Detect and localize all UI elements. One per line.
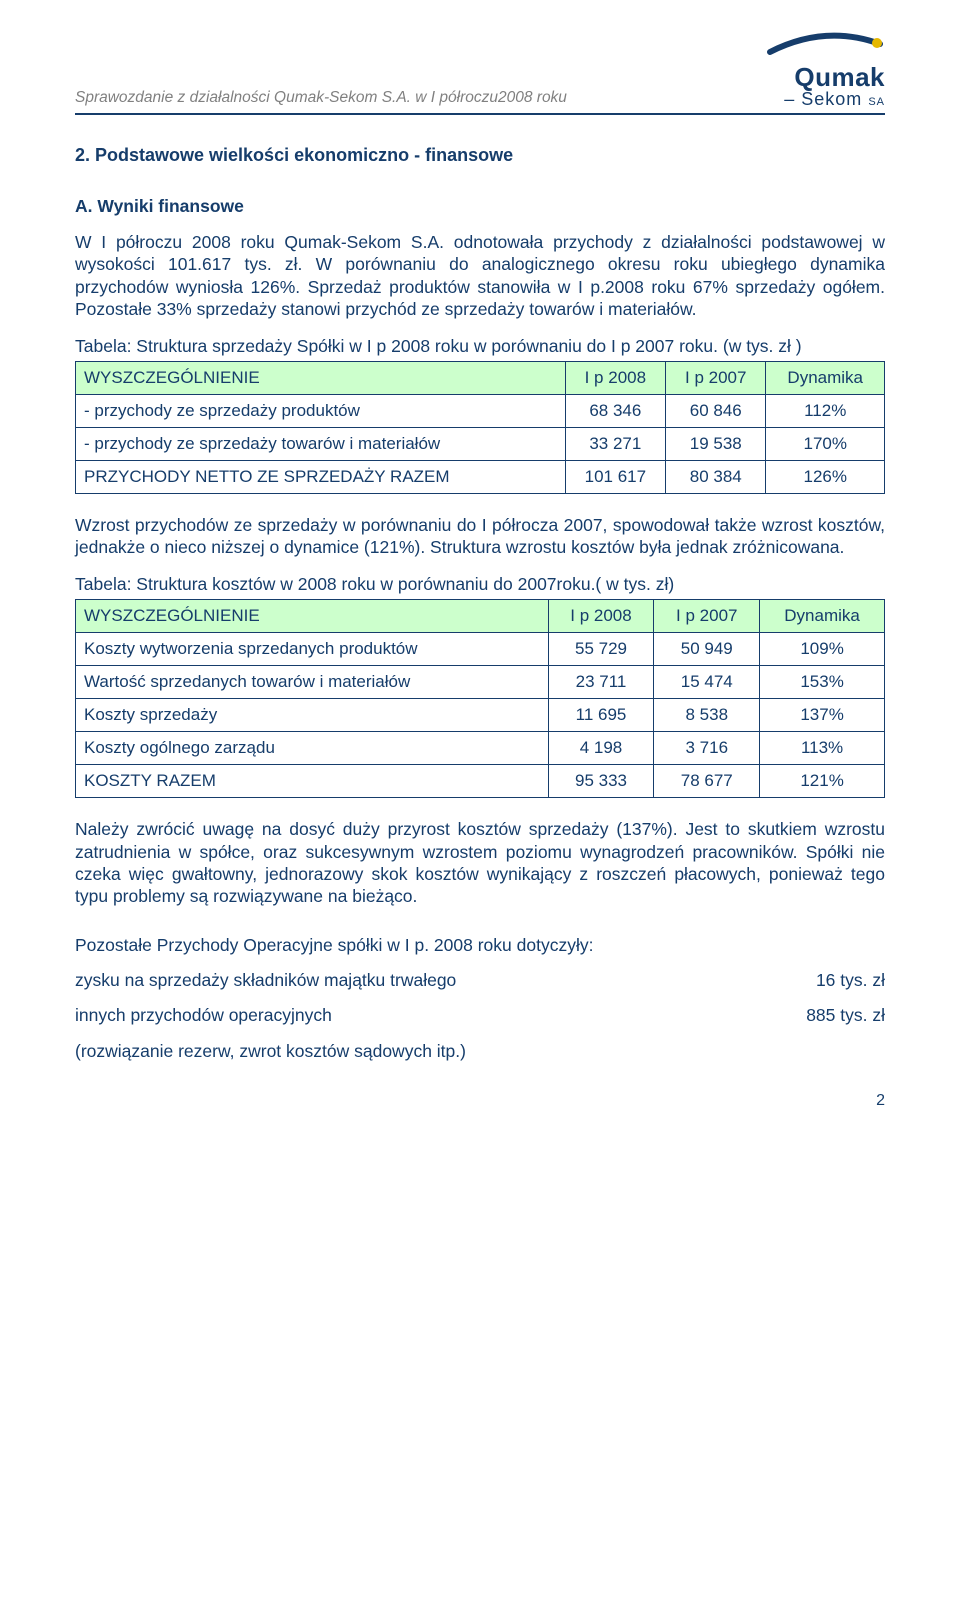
page-header: Sprawozdanie z działalności Qumak-Sekom … <box>75 30 885 109</box>
cell: 78 677 <box>654 765 760 798</box>
cell: KOSZTY RAZEM <box>76 765 549 798</box>
cell: 113% <box>760 732 885 765</box>
cell: 80 384 <box>666 460 766 493</box>
col-header: WYSZCZEGÓLNIENIE <box>76 600 549 633</box>
table1-caption: Tabela: Struktura sprzedaży Spółki w I p… <box>75 335 885 357</box>
cell: 101 617 <box>565 460 665 493</box>
table-row: Wartość sprzedanych towarów i materiałów… <box>76 666 885 699</box>
cell: 23 711 <box>548 666 654 699</box>
line-item-value: 885 tys. zł <box>806 1005 885 1026</box>
cell: - przychody ze sprzedaży towarów i mater… <box>76 427 566 460</box>
cell: Koszty sprzedaży <box>76 699 549 732</box>
col-header: Dynamika <box>766 361 885 394</box>
cell: 121% <box>760 765 885 798</box>
cell: 4 198 <box>548 732 654 765</box>
table-row: Koszty wytworzenia sprzedanych produktów… <box>76 633 885 666</box>
cell: 153% <box>760 666 885 699</box>
document-page: Sprawozdanie z działalności Qumak-Sekom … <box>0 0 960 1150</box>
cell: 8 538 <box>654 699 760 732</box>
cell: 109% <box>760 633 885 666</box>
cell: 60 846 <box>666 394 766 427</box>
cell: 137% <box>760 699 885 732</box>
col-header: I p 2007 <box>666 361 766 394</box>
cell: 126% <box>766 460 885 493</box>
line-item-label: zysku na sprzedaży składników majątku tr… <box>75 970 456 991</box>
table-row: Koszty sprzedaży 11 695 8 538 137% <box>76 699 885 732</box>
report-title: Sprawozdanie z działalności Qumak-Sekom … <box>75 89 567 109</box>
cell: 11 695 <box>548 699 654 732</box>
paragraph-3: Należy zwrócić uwagę na dosyć duży przyr… <box>75 818 885 908</box>
cell: 68 346 <box>565 394 665 427</box>
cell: 50 949 <box>654 633 760 666</box>
col-header: I p 2008 <box>565 361 665 394</box>
logo-sub: – Sekom SA <box>784 89 885 109</box>
logo-main: Qumak <box>794 62 885 92</box>
table2-caption: Tabela: Struktura kosztów w 2008 roku w … <box>75 573 885 595</box>
cell: 170% <box>766 427 885 460</box>
table-header-row: WYSZCZEGÓLNIENIE I p 2008 I p 2007 Dynam… <box>76 600 885 633</box>
cell: Koszty ogólnego zarządu <box>76 732 549 765</box>
line-item-label: innych przychodów operacyjnych <box>75 1005 332 1026</box>
cell: 112% <box>766 394 885 427</box>
cell: 15 474 <box>654 666 760 699</box>
company-logo: Qumak – Sekom SA <box>765 30 885 109</box>
col-header: I p 2007 <box>654 600 760 633</box>
cell: 95 333 <box>548 765 654 798</box>
subheading-a: A. Wyniki finansowe <box>75 196 885 217</box>
cell: 33 271 <box>565 427 665 460</box>
paragraph-2: Wzrost przychodów ze sprzedaży w porówna… <box>75 514 885 559</box>
table-row-total: KOSZTY RAZEM 95 333 78 677 121% <box>76 765 885 798</box>
closing-note: (rozwiązanie rezerw, zwrot kosztów sądow… <box>75 1040 885 1062</box>
table-row: - przychody ze sprzedaży towarów i mater… <box>76 427 885 460</box>
cell: 19 538 <box>666 427 766 460</box>
table-row: Koszty ogólnego zarządu 4 198 3 716 113% <box>76 732 885 765</box>
cell: Wartość sprzedanych towarów i materiałów <box>76 666 549 699</box>
cell: - przychody ze sprzedaży produktów <box>76 394 566 427</box>
table-row: - przychody ze sprzedaży produktów 68 34… <box>76 394 885 427</box>
col-header: I p 2008 <box>548 600 654 633</box>
cell: 55 729 <box>548 633 654 666</box>
line-item-2: innych przychodów operacyjnych 885 tys. … <box>75 1005 885 1026</box>
page-number: 2 <box>75 1092 885 1110</box>
table-header-row: WYSZCZEGÓLNIENIE I p 2008 I p 2007 Dynam… <box>76 361 885 394</box>
header-divider <box>75 113 885 115</box>
sales-structure-table: WYSZCZEGÓLNIENIE I p 2008 I p 2007 Dynam… <box>75 361 885 494</box>
logo-text: Qumak – Sekom SA <box>765 64 885 109</box>
cell: Koszty wytworzenia sprzedanych produktów <box>76 633 549 666</box>
cell: 3 716 <box>654 732 760 765</box>
col-header: Dynamika <box>760 600 885 633</box>
logo-swoosh-icon <box>765 30 885 60</box>
section-title: 2. Podstawowe wielkości ekonomiczno - fi… <box>75 145 885 166</box>
cost-structure-table: WYSZCZEGÓLNIENIE I p 2008 I p 2007 Dynam… <box>75 599 885 798</box>
paragraph-1: W I półroczu 2008 roku Qumak-Sekom S.A. … <box>75 231 885 321</box>
cell: PRZYCHODY NETTO ZE SPRZEDAŻY RAZEM <box>76 460 566 493</box>
table-row-total: PRZYCHODY NETTO ZE SPRZEDAŻY RAZEM 101 6… <box>76 460 885 493</box>
col-header: WYSZCZEGÓLNIENIE <box>76 361 566 394</box>
line-item-1: zysku na sprzedaży składników majątku tr… <box>75 970 885 991</box>
paragraph-4: Pozostałe Przychody Operacyjne spółki w … <box>75 934 885 956</box>
line-item-value: 16 tys. zł <box>816 970 885 991</box>
